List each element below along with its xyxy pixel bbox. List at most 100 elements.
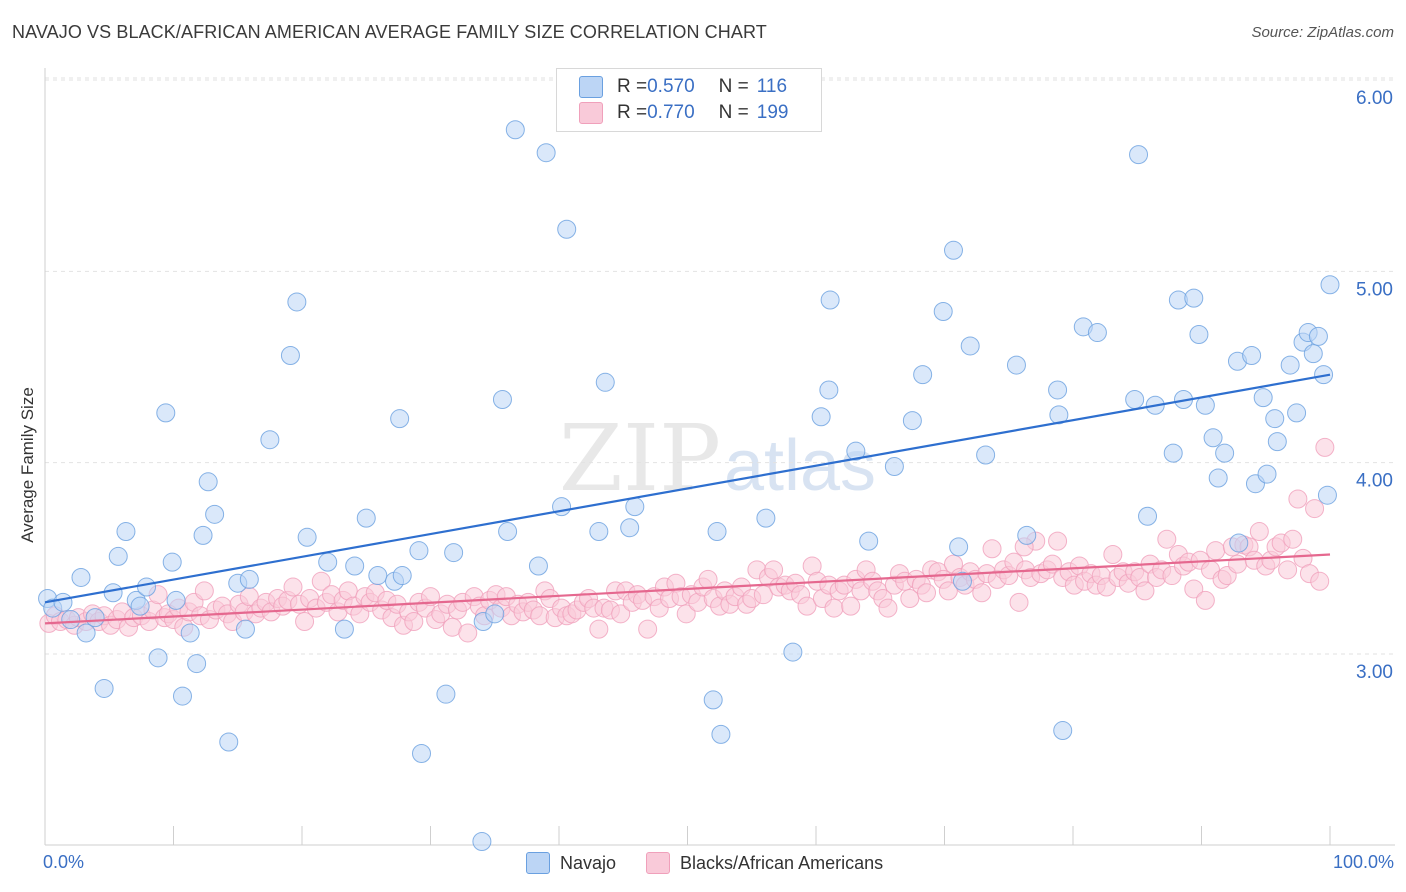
point-blacks xyxy=(1195,590,1215,610)
point-navajo xyxy=(356,508,376,528)
point-navajo xyxy=(287,292,307,312)
point-navajo xyxy=(166,590,186,610)
point-navajo xyxy=(498,522,518,542)
point-blacks xyxy=(1283,529,1303,549)
point-blacks xyxy=(589,619,609,639)
point-navajo xyxy=(345,556,365,576)
point-navajo xyxy=(444,543,464,563)
y-tick-label: 4.00 xyxy=(1356,471,1393,492)
point-blacks xyxy=(1315,437,1335,457)
legend-item-blacks: Blacks/African Americans xyxy=(646,852,883,874)
point-navajo xyxy=(472,832,492,852)
point-navajo xyxy=(205,504,225,524)
point-blacks xyxy=(982,539,1002,559)
series-legend: Navajo Blacks/African Americans xyxy=(526,852,913,874)
point-navajo xyxy=(952,571,972,591)
point-navajo xyxy=(198,472,218,492)
trend-lines xyxy=(44,373,1331,625)
point-navajo xyxy=(334,619,354,639)
point-blacks xyxy=(1048,531,1068,551)
point-blacks xyxy=(458,623,478,643)
point-blacks xyxy=(972,583,992,603)
point-navajo xyxy=(536,143,556,163)
point-navajo xyxy=(976,445,996,465)
point-navajo xyxy=(949,537,969,557)
legend-label-navajo: Navajo xyxy=(560,852,617,873)
source-label: Source: ZipAtlas.com xyxy=(1251,24,1394,41)
legend-swatch-blacks xyxy=(646,852,671,874)
point-navajo xyxy=(1006,355,1026,375)
point-navajo xyxy=(162,552,182,572)
point-navajo xyxy=(820,290,840,310)
legend-swatch-navajo xyxy=(579,76,603,98)
point-navajo xyxy=(1189,324,1209,344)
point-navajo xyxy=(1303,344,1323,364)
point-navajo xyxy=(94,678,114,698)
point-navajo xyxy=(625,497,645,517)
point-blacks xyxy=(611,604,631,624)
point-navajo xyxy=(71,567,91,587)
legend-n-value: 116 xyxy=(756,76,788,97)
y-tick-label: 5.00 xyxy=(1356,279,1393,300)
point-navajo xyxy=(943,240,963,260)
point-navajo xyxy=(103,583,123,603)
point-navajo xyxy=(137,577,157,597)
point-navajo xyxy=(1053,721,1073,741)
point-navajo xyxy=(589,522,609,542)
y-tick-label: 6.00 xyxy=(1356,88,1393,109)
y-tick-labels: 3.00 4.00 5.00 6.00 xyxy=(1356,88,1393,683)
watermark-zip: ZIP xyxy=(559,405,721,512)
point-navajo xyxy=(85,608,105,628)
point-navajo xyxy=(811,407,831,427)
point-navajo xyxy=(235,619,255,639)
watermark-atlas: atlas xyxy=(724,426,876,506)
point-navajo xyxy=(1267,432,1287,452)
point-navajo xyxy=(219,732,239,752)
point-blacks xyxy=(1305,499,1325,519)
point-blacks xyxy=(1278,560,1298,580)
point-navajo xyxy=(819,380,839,400)
point-navajo xyxy=(703,690,723,710)
point-navajo xyxy=(1257,464,1277,484)
point-navajo xyxy=(1163,443,1183,463)
point-navajo xyxy=(1203,428,1223,448)
legend-swatch-navajo xyxy=(526,852,550,874)
point-navajo xyxy=(485,604,505,624)
point-navajo xyxy=(148,648,168,668)
point-blacks xyxy=(1227,554,1247,574)
point-blacks xyxy=(1103,545,1123,565)
point-navajo xyxy=(960,336,980,356)
point-navajo xyxy=(1229,533,1249,553)
point-blacks xyxy=(698,569,718,589)
point-navajo xyxy=(53,592,73,612)
legend-swatch-blacks xyxy=(579,102,603,124)
point-navajo xyxy=(193,525,213,545)
point-blacks xyxy=(917,583,937,603)
point-navajo xyxy=(1314,365,1334,385)
point-blacks xyxy=(797,596,817,616)
point-navajo xyxy=(1242,346,1262,366)
point-navajo xyxy=(116,522,136,542)
point-navajo xyxy=(260,430,280,450)
point-blacks xyxy=(638,619,658,639)
point-blacks xyxy=(1249,522,1269,542)
point-navajo xyxy=(1208,468,1228,488)
point-navajo xyxy=(318,552,338,572)
chart-title: NAVAJO VS BLACK/AFRICAN AMERICAN AVERAGE… xyxy=(12,22,767,42)
legend-n-label: N = xyxy=(718,102,749,123)
point-navajo xyxy=(1087,323,1107,343)
point-navajo xyxy=(913,365,933,385)
correlation-legend: R = 0.570 N = 116 R = 0.770 N = 199 xyxy=(556,68,822,132)
legend-item-navajo: Navajo xyxy=(526,852,616,874)
point-navajo xyxy=(557,219,577,239)
point-navajo xyxy=(412,743,432,763)
point-blacks xyxy=(1184,579,1204,599)
point-blacks xyxy=(194,581,214,601)
trend-line-blacks xyxy=(44,553,1331,625)
point-navajo xyxy=(505,120,525,140)
point-navajo xyxy=(1215,443,1235,463)
point-navajo xyxy=(1129,145,1149,165)
point-blacks xyxy=(421,587,440,607)
point-navajo xyxy=(1308,326,1328,346)
